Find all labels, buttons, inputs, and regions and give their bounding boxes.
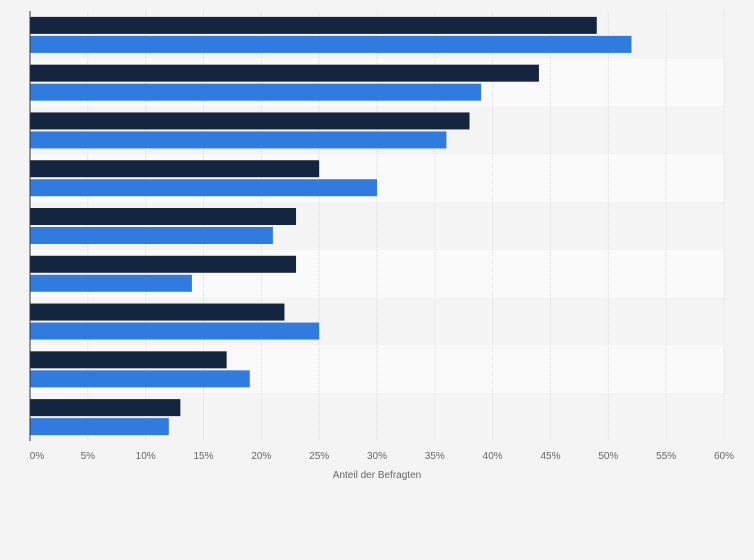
x-tick-label: 50% (598, 451, 618, 462)
x-tick-label: 25% (309, 451, 329, 462)
bar-series-1 (30, 351, 227, 369)
bar-series-1 (30, 399, 181, 417)
x-tick-label: 20% (251, 451, 271, 462)
bar-series-2 (30, 418, 169, 436)
x-tick-label: 55% (656, 451, 676, 462)
x-tick-label: 0% (30, 451, 45, 462)
x-axis-ticks: 0% 5% 10% 15% 20% 25% 30% 35% 40% 45% 50% 55% 60% (30, 451, 734, 462)
x-tick-label: 45% (540, 451, 560, 462)
bars (30, 16, 632, 436)
bar-series-1 (30, 303, 285, 321)
bar-series-2 (30, 370, 250, 388)
bar-series-2 (30, 35, 632, 53)
x-tick-label: 35% (425, 451, 445, 462)
x-tick-label: 5% (81, 451, 96, 462)
x-tick-label: 40% (483, 451, 503, 462)
bar-series-2 (30, 131, 447, 149)
bar-series-2 (30, 227, 273, 244)
bar-series-1 (30, 16, 597, 34)
x-tick-label: 30% (367, 451, 387, 462)
bar-series-2 (30, 83, 482, 101)
x-tick-label: 10% (136, 451, 156, 462)
grid-lines (87, 11, 725, 441)
x-axis-title: Anteil der Befragten (333, 470, 421, 481)
bar-series-2 (30, 322, 320, 340)
bar-series-2 (30, 274, 192, 292)
x-tick-label: 15% (193, 451, 213, 462)
bar-series-1 (30, 208, 297, 225)
bar-series-2 (30, 179, 377, 197)
x-tick-label: 60% (714, 451, 734, 462)
bar-series-1 (30, 160, 320, 178)
bar-series-1 (30, 255, 297, 273)
bar-series-1 (30, 64, 539, 82)
bar-series-1 (30, 112, 470, 130)
